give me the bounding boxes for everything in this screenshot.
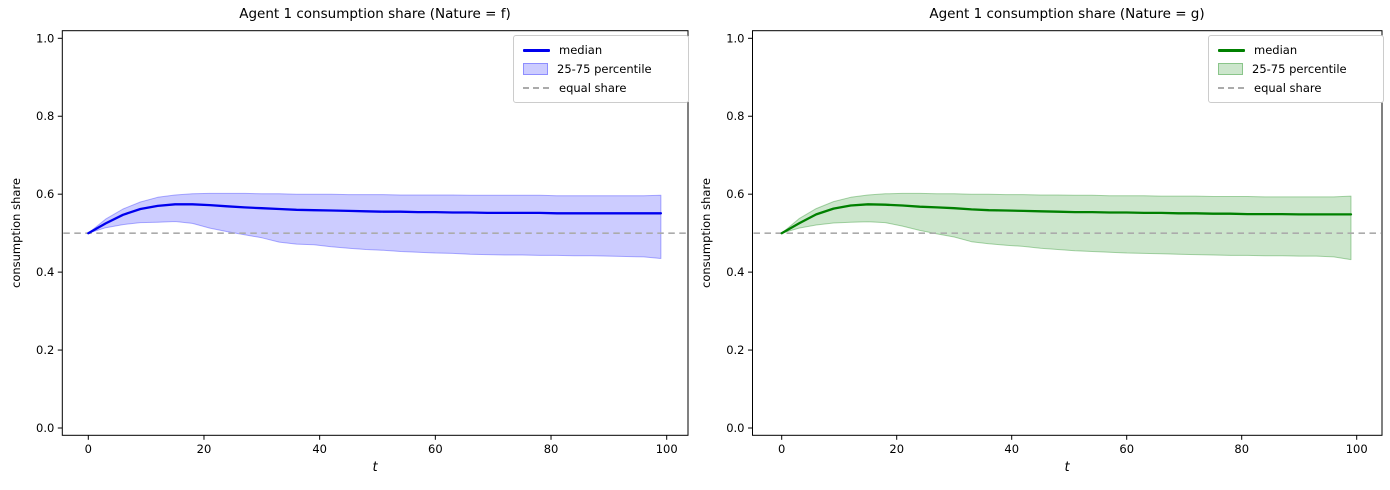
x-tick-label: 40 bbox=[1004, 442, 1019, 456]
x-tick-label: 0 bbox=[85, 442, 92, 456]
legend-label: median bbox=[1254, 43, 1298, 58]
x-tick-label: 40 bbox=[312, 442, 327, 456]
dashed-line-swatch-icon bbox=[523, 86, 550, 89]
panel-g-xlabel: t bbox=[1064, 460, 1070, 475]
y-tick-label: 0.4 bbox=[36, 265, 54, 279]
legend-entry-percentile-band: 25-75 percentile bbox=[523, 60, 680, 79]
axes-frame-f bbox=[61, 30, 689, 436]
y-tick-label: 1.0 bbox=[726, 31, 744, 45]
median-line-g bbox=[780, 203, 1353, 235]
legend-label: equal share bbox=[559, 80, 627, 95]
y-tick-label: 0.8 bbox=[36, 109, 54, 123]
panel-f-title: Agent 1 consumption share (Nature = f) bbox=[239, 6, 511, 22]
y-tick-label: 0.2 bbox=[726, 343, 744, 357]
x-tick-label: 80 bbox=[1234, 442, 1249, 456]
y-tick-label: 0.2 bbox=[36, 343, 54, 357]
percentile-band-g bbox=[781, 192, 1352, 261]
x-tick-label: 100 bbox=[656, 442, 678, 456]
x-tick-label: 80 bbox=[544, 442, 559, 456]
y-tick-label: 0.4 bbox=[726, 265, 744, 279]
y-tick-label: 0.0 bbox=[36, 421, 54, 435]
x-tick-label: 20 bbox=[197, 442, 212, 456]
median-line-swatch-icon bbox=[1218, 48, 1245, 52]
legend-label: 25-75 percentile bbox=[557, 62, 652, 76]
y-tick-label: 0.6 bbox=[726, 187, 744, 201]
panel-g-ylabel: consumption share bbox=[699, 178, 713, 288]
x-tick-label: 60 bbox=[428, 442, 443, 456]
dashed-line-swatch-icon bbox=[1218, 86, 1245, 89]
legend-entry-equal-share: equal share bbox=[523, 78, 680, 97]
legend-label: equal share bbox=[1254, 80, 1322, 95]
y-tick-label: 1.0 bbox=[36, 31, 54, 45]
percentile-band-f bbox=[87, 192, 662, 259]
axes-frame-g bbox=[752, 30, 1383, 436]
x-tick-label: 60 bbox=[1119, 442, 1134, 456]
y-tick-label: 0.0 bbox=[726, 421, 744, 435]
median-line-f bbox=[87, 203, 663, 235]
legend-entry-median: median bbox=[1218, 41, 1375, 60]
x-tick-label: 0 bbox=[778, 442, 785, 456]
legend-label: median bbox=[559, 43, 603, 58]
panel-f-ylabel: consumption share bbox=[9, 178, 23, 288]
legend-entry-median: median bbox=[523, 41, 680, 60]
band-swatch-icon bbox=[1218, 63, 1243, 75]
legend-entry-percentile-band: 25-75 percentile bbox=[1218, 60, 1375, 79]
x-tick-label: 100 bbox=[1346, 442, 1368, 456]
legend-label: 25-75 percentile bbox=[1252, 62, 1347, 76]
panel-g-legend: median 25-75 percentile equal share bbox=[1208, 35, 1384, 103]
panel-f-legend: median 25-75 percentile equal share bbox=[513, 35, 689, 103]
legend-entry-equal-share: equal share bbox=[1218, 78, 1375, 97]
panel-f-xlabel: t bbox=[372, 460, 378, 475]
y-tick-label: 0.6 bbox=[36, 187, 54, 201]
median-line-swatch-icon bbox=[523, 48, 550, 52]
panel-g-title: Agent 1 consumption share (Nature = g) bbox=[929, 6, 1205, 22]
x-tick-label: 20 bbox=[889, 442, 904, 456]
y-tick-label: 0.8 bbox=[726, 109, 744, 123]
band-swatch-icon bbox=[523, 63, 548, 75]
